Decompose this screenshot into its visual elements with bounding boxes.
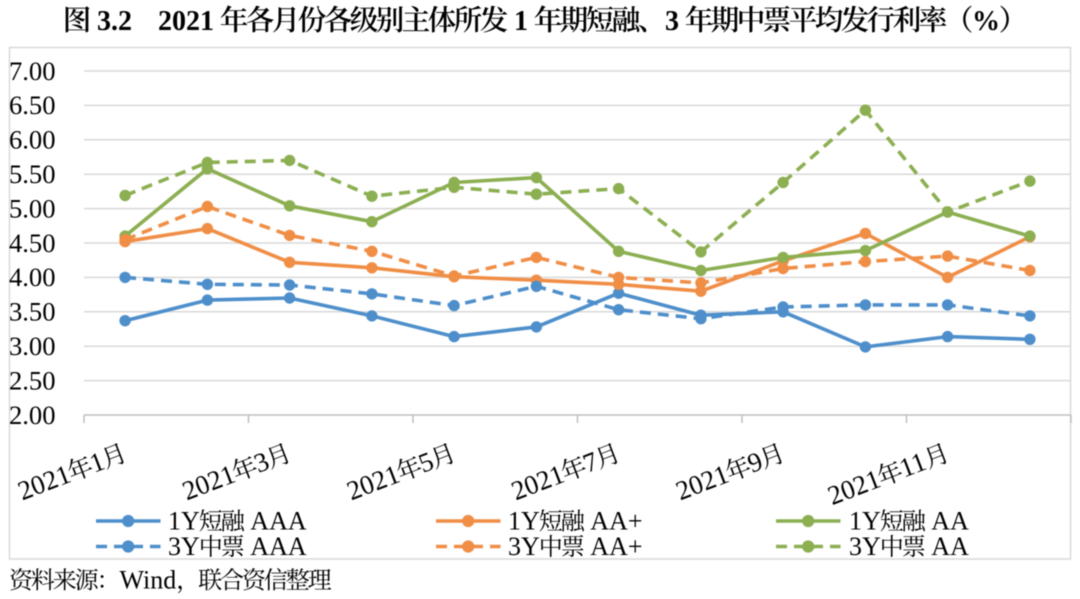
svg-text:4.50: 4.50 xyxy=(9,228,56,258)
svg-text:3Y: 3Y xyxy=(508,532,540,561)
svg-text:3Y: 3Y xyxy=(168,532,200,561)
svg-text:2.50: 2.50 xyxy=(9,365,56,395)
svg-text:6.00: 6.00 xyxy=(9,125,56,155)
svg-text:3.2: 3.2 xyxy=(90,6,132,37)
svg-text:AA: AA xyxy=(925,507,969,536)
svg-text:AA: AA xyxy=(925,532,969,561)
svg-text:1Y: 1Y xyxy=(168,507,200,536)
svg-text:3Y: 3Y xyxy=(849,532,881,561)
svg-text:2021: 2021 xyxy=(158,6,221,37)
svg-text:3.00: 3.00 xyxy=(9,331,56,361)
svg-text:5.00: 5.00 xyxy=(9,193,56,223)
svg-text:1: 1 xyxy=(507,6,535,37)
svg-text:Wind: Wind xyxy=(120,566,177,595)
svg-text:%: % xyxy=(972,6,1000,37)
svg-text:6.50: 6.50 xyxy=(9,90,56,120)
svg-text:4.00: 4.00 xyxy=(9,262,56,292)
svg-text:5.50: 5.50 xyxy=(9,159,56,189)
svg-text:1Y: 1Y xyxy=(508,507,540,536)
svg-text:7.00: 7.00 xyxy=(9,56,56,86)
svg-text:3: 3 xyxy=(665,6,686,37)
svg-text:AAA: AAA xyxy=(244,532,307,561)
svg-text:AAA: AAA xyxy=(244,507,307,536)
svg-text:1Y: 1Y xyxy=(849,507,881,536)
svg-text:2.00: 2.00 xyxy=(9,400,56,430)
svg-text:3.50: 3.50 xyxy=(9,297,56,327)
svg-text:AA+: AA+ xyxy=(584,507,643,536)
svg-text:AA+: AA+ xyxy=(584,532,643,561)
